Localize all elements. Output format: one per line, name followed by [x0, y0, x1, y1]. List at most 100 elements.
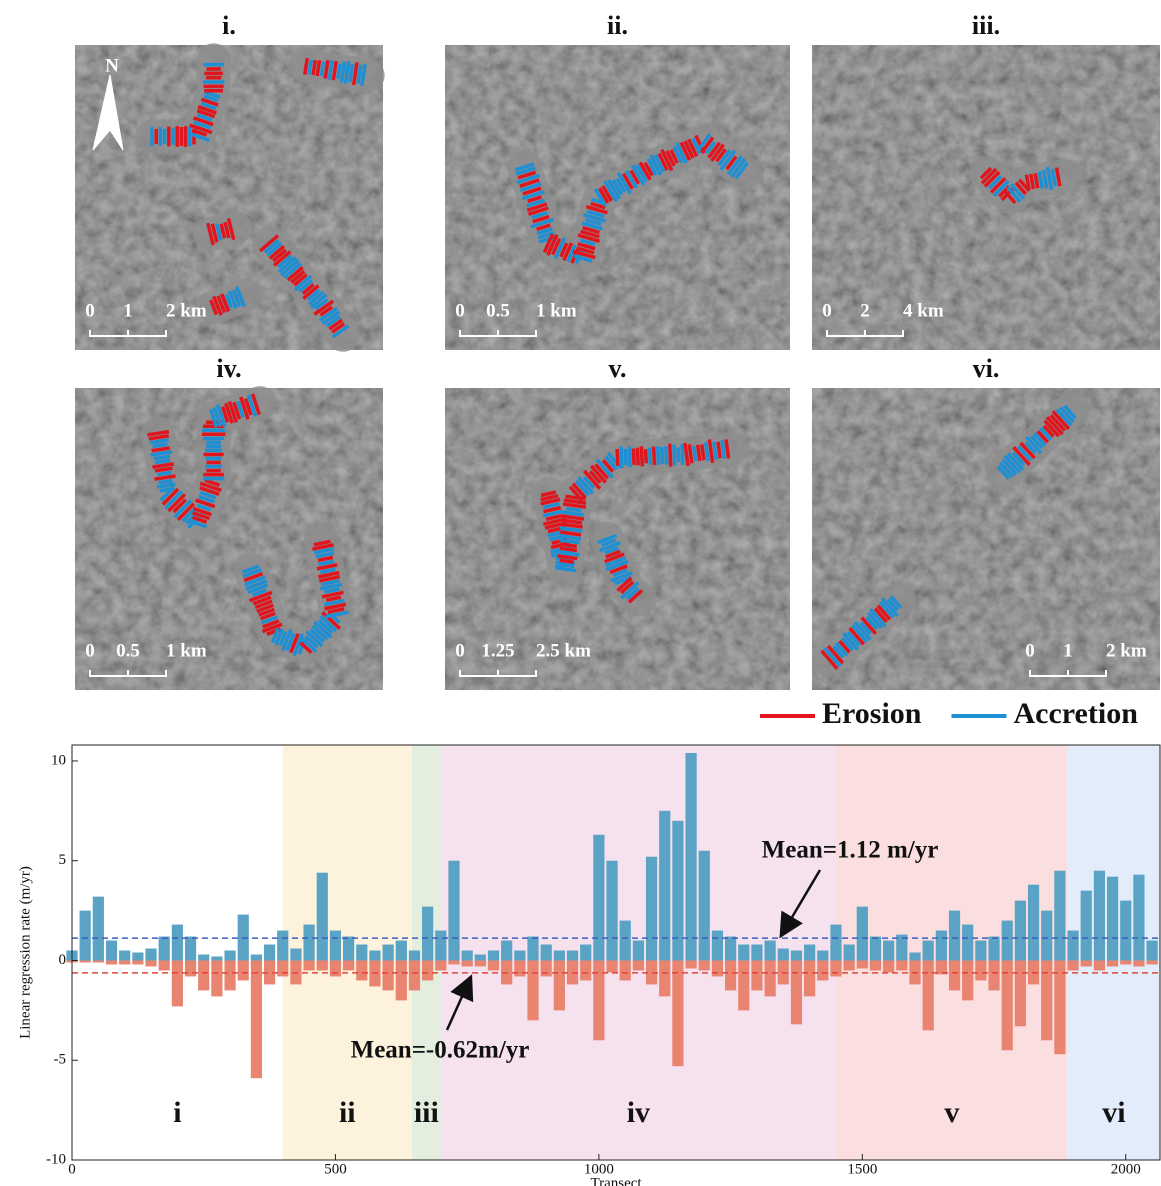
transect: [675, 142, 688, 164]
transect: [585, 217, 602, 226]
bar: [303, 960, 315, 971]
bar: [408, 950, 421, 961]
transect: [159, 485, 176, 502]
bar: [356, 944, 368, 961]
bar: [1001, 920, 1013, 961]
transect: [609, 564, 628, 575]
transect: [631, 164, 646, 186]
water-body: [289, 49, 385, 93]
transect: [311, 624, 329, 641]
transect: [318, 574, 341, 583]
transect: [526, 202, 548, 212]
bar: [632, 960, 644, 971]
bar: [343, 960, 355, 971]
transect: [526, 198, 546, 208]
scale-bar: [89, 330, 167, 337]
x-axis-title: Transect: [590, 1175, 642, 1186]
transect: [522, 186, 542, 196]
transect: [181, 507, 197, 523]
transect: [325, 315, 342, 328]
transect: [306, 288, 321, 302]
transect: [561, 514, 585, 521]
transect: [1037, 171, 1045, 189]
bar: [119, 950, 131, 961]
transect: [560, 530, 582, 537]
transect: [598, 540, 622, 553]
transect: [707, 141, 722, 159]
transect: [312, 543, 334, 551]
transect: [605, 559, 629, 572]
transect: [1025, 435, 1043, 455]
transect: [1039, 427, 1053, 441]
annotation-arrow: [445, 974, 474, 1031]
bar: [448, 960, 460, 965]
transect: [589, 464, 607, 484]
transect: [252, 595, 272, 606]
transect: [1017, 445, 1033, 462]
bar: [790, 960, 803, 1025]
transect: [272, 250, 292, 267]
bar: [1120, 960, 1132, 965]
transect: [820, 649, 839, 670]
transect: [546, 234, 559, 256]
transect: [695, 444, 702, 462]
transect: [200, 97, 219, 107]
transect: [1059, 406, 1075, 423]
bar: [619, 920, 631, 961]
bar: [869, 960, 882, 971]
bar: [316, 960, 328, 971]
transect: [889, 595, 903, 610]
scale-label: 1 km: [536, 300, 577, 321]
transect: [583, 213, 606, 223]
transect: [1041, 169, 1049, 189]
bar: [540, 944, 552, 961]
bar: [922, 940, 934, 961]
transect: [324, 610, 349, 619]
transect: [653, 154, 665, 173]
bar: [751, 944, 763, 961]
bar: [408, 960, 421, 991]
transect: [627, 446, 632, 468]
transect: [597, 187, 610, 204]
transect: [590, 201, 606, 210]
transect: [610, 571, 633, 583]
bar: [369, 950, 381, 961]
bar: [1067, 930, 1079, 961]
transect: [577, 476, 594, 495]
transect: [313, 620, 333, 639]
transect: [224, 294, 234, 309]
bar: [487, 960, 500, 971]
transect: [248, 590, 273, 603]
transect: [292, 633, 305, 657]
transect: [514, 162, 535, 172]
transect: [356, 64, 363, 84]
transect: [239, 396, 250, 420]
transect: [152, 442, 168, 449]
transect: [571, 482, 587, 500]
transect: [315, 551, 334, 559]
transect: [1045, 166, 1054, 191]
transect: [605, 556, 627, 568]
transect: [319, 615, 338, 633]
transect: [660, 148, 674, 172]
transect: [655, 446, 661, 466]
transect: [886, 597, 900, 612]
y-tick-label: 0: [59, 952, 67, 968]
transect: [331, 324, 350, 339]
transect: [208, 408, 219, 428]
transect: [842, 632, 859, 651]
transect: [192, 116, 214, 127]
bar: [909, 952, 921, 961]
transect: [573, 254, 593, 263]
transect: [542, 233, 555, 254]
transect: [294, 274, 313, 292]
transect: [232, 401, 242, 420]
transect: [639, 446, 645, 467]
bar: [1146, 960, 1158, 965]
y-tick-label: -5: [54, 1052, 67, 1068]
transect: [268, 245, 286, 260]
bar: [659, 960, 671, 997]
bar: [198, 954, 210, 961]
transect: [343, 60, 351, 85]
transect: [1054, 167, 1062, 187]
